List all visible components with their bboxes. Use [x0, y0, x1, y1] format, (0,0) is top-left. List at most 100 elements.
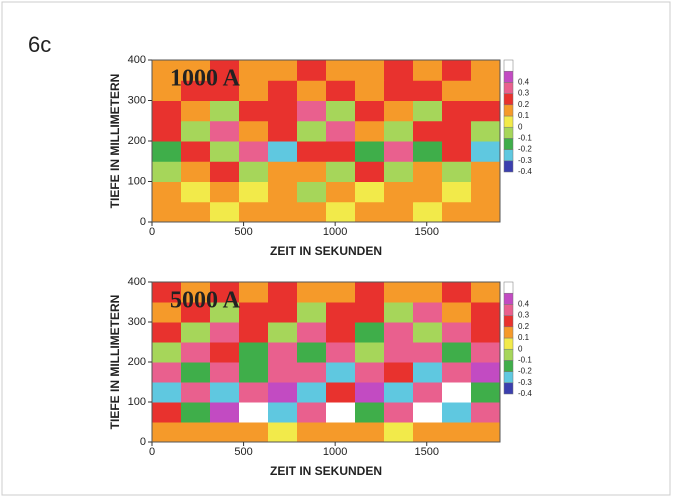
heatmap-cell [152, 402, 182, 423]
heatmap-cell [471, 161, 501, 182]
heatmap-cell [413, 402, 443, 423]
heatmap-cell [268, 422, 298, 443]
heatmap-cell [442, 120, 472, 142]
x-axis-title: ZEIT IN SEKUNDEN [270, 244, 382, 258]
x-tick-label: 0 [149, 226, 155, 238]
heatmap-cell [413, 100, 443, 122]
heatmap-cell [471, 362, 501, 383]
heatmap-cell [239, 80, 269, 101]
heatmap-cell [471, 402, 501, 423]
heatmap-cell [384, 342, 414, 363]
heatmap-cell [181, 302, 211, 323]
heatmap-cell [210, 422, 240, 443]
heatmap-cell [442, 322, 472, 343]
heatmap-cell [210, 120, 240, 142]
heatmap-cell [413, 302, 443, 323]
heatmap-cell [413, 322, 443, 343]
heatmap-cell [297, 100, 327, 122]
heatmap-cell [355, 100, 385, 122]
heatmap-cell [413, 282, 443, 303]
heatmap-cell [210, 181, 240, 203]
heatmap-cell [239, 322, 269, 343]
heatmap-cell [297, 402, 327, 423]
y-tick-label: 100 [128, 396, 146, 408]
heatmap-cell [442, 60, 472, 81]
annotation: 1000 A [170, 66, 241, 92]
heatmap-cell [355, 161, 385, 182]
heatmap-cell [384, 60, 414, 81]
colorbar-swatch [503, 138, 514, 150]
y-tick-label: 200 [128, 356, 146, 368]
heatmap-cell [326, 201, 356, 223]
heatmap-cell [297, 282, 327, 303]
heatmap-cell [210, 141, 240, 162]
heatmap-cell [181, 382, 211, 403]
y-tick-label: 300 [128, 94, 146, 106]
heatmap-cell [413, 141, 443, 162]
heatmap-cell [152, 302, 182, 323]
heatmap-cell [268, 342, 298, 363]
heatmap-cell [268, 100, 298, 122]
heatmap-cell [384, 362, 414, 383]
heatmap-cell [297, 422, 327, 443]
heatmap-cell [326, 282, 356, 303]
heatmap-cell [181, 60, 211, 81]
heatmap-cell [152, 181, 182, 203]
heatmap-cell [355, 322, 385, 343]
heatmap-cell [384, 382, 414, 403]
heatmap-cell [355, 80, 385, 101]
heatmap-cell [181, 80, 211, 101]
heatmap-cell [355, 362, 385, 383]
y-axis-title: TIEFE IN MILLIMETERN [108, 295, 122, 430]
heatmap-cell [442, 302, 472, 323]
colorbar-swatch [503, 70, 514, 83]
heatmap-cell [384, 422, 414, 443]
heatmap-cell [326, 80, 356, 101]
heatmap-cell [152, 120, 182, 142]
heatmap-cell [181, 342, 211, 363]
heatmap-cell [326, 362, 356, 383]
heatmap-cell [355, 422, 385, 443]
heatmap-cell [297, 161, 327, 182]
heatmap-cell [268, 282, 298, 303]
heatmap-cell [471, 201, 501, 223]
heatmap-cell [268, 322, 298, 343]
heatmap-cell [384, 181, 414, 203]
heatmap-cell [268, 161, 298, 182]
heatmap-cell [471, 80, 501, 101]
heatmap-cell [181, 100, 211, 122]
colorbar-label: 0 [518, 344, 523, 353]
x-tick-label: 1000 [323, 446, 347, 458]
colorbar-swatch [503, 59, 514, 72]
colorbar-label: -0.2 [518, 367, 532, 376]
colorbar-swatch [503, 360, 514, 372]
heatmap-cell [326, 161, 356, 182]
heatmap-cell [413, 382, 443, 403]
heatmap-cell [384, 322, 414, 343]
y-tick-label: 100 [128, 175, 146, 187]
colorbar-swatch [503, 371, 514, 384]
heatmap-cell [355, 282, 385, 303]
colorbar-label: 0.1 [518, 333, 530, 342]
colorbar-label: 0.2 [518, 322, 530, 331]
colorbar-swatch [503, 315, 514, 328]
heatmap-cell [297, 382, 327, 403]
x-tick-label: 1500 [414, 446, 438, 458]
heatmap-cell [442, 362, 472, 383]
figure-label: 6c [28, 32, 51, 57]
heatmap-cell [152, 382, 182, 403]
heatmap-cell [442, 161, 472, 182]
heatmap-cell [384, 161, 414, 182]
colorbar-swatch [503, 382, 514, 395]
heatmap-cell [326, 100, 356, 122]
heatmap-cell [297, 322, 327, 343]
heatmap-cell [384, 302, 414, 323]
heatmap-cell [181, 362, 211, 383]
colorbar-swatch [503, 104, 514, 117]
heatmap-cell [413, 342, 443, 363]
heatmap-cell [210, 60, 240, 81]
heatmap-cell [181, 141, 211, 162]
colorbar-swatch [503, 326, 514, 339]
colorbar-label: 0.3 [518, 89, 530, 98]
heatmap-cell [384, 120, 414, 142]
